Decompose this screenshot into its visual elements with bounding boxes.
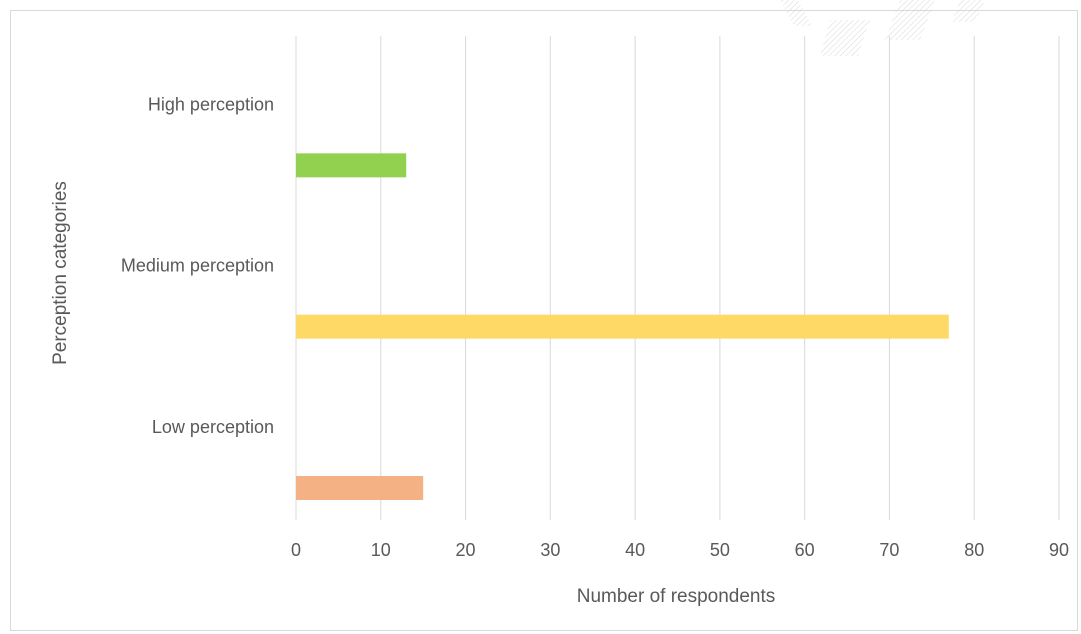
bar-high-perception bbox=[296, 153, 407, 178]
x-tick-label: 50 bbox=[710, 540, 730, 560]
y-axis-title: Perception categories bbox=[50, 181, 71, 365]
x-tick-labels: 0 10 20 30 40 50 60 70 80 90 bbox=[291, 540, 1069, 560]
category-labels: Low perception Medium perception High perc… bbox=[121, 94, 274, 437]
x-tick-label: 60 bbox=[795, 540, 815, 560]
x-tick-label: 20 bbox=[456, 540, 476, 560]
x-tick-label: 40 bbox=[625, 540, 645, 560]
x-tick-label: 0 bbox=[291, 540, 301, 560]
x-tick-label: 80 bbox=[964, 540, 984, 560]
x-tick-label: 10 bbox=[371, 540, 391, 560]
x-tick-label: 70 bbox=[879, 540, 899, 560]
bar-low-perception bbox=[296, 476, 424, 500]
category-label: Medium perception bbox=[121, 256, 274, 276]
gridlines bbox=[295, 36, 1060, 520]
x-axis-title: Number of respondents bbox=[577, 586, 776, 607]
bar-medium-perception bbox=[296, 314, 949, 339]
category-label: High perception bbox=[148, 94, 274, 114]
category-label: Low perception bbox=[152, 417, 274, 437]
bars bbox=[296, 153, 949, 500]
x-tick-label: 30 bbox=[540, 540, 560, 560]
x-tick-label: 90 bbox=[1049, 540, 1069, 560]
